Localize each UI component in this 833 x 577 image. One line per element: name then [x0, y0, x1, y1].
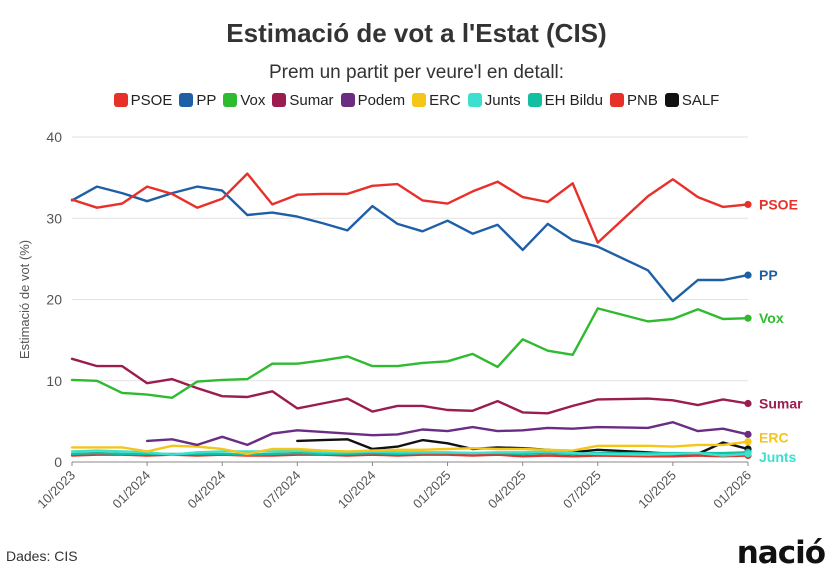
- legend-label: ERC: [429, 91, 461, 109]
- series-end-point-vox: [744, 314, 752, 322]
- legend-swatch: [113, 93, 128, 107]
- series-line-pp: [70, 185, 750, 303]
- chart-title: Estimació de vot a l'Estat (CIS): [226, 18, 607, 48]
- series-line-sumar: [70, 357, 750, 415]
- legend-label: PP: [196, 91, 217, 109]
- legend-item-salf[interactable]: SALF: [664, 91, 720, 109]
- end-label-psoe: PSOE: [759, 196, 798, 212]
- legend-item-sumar[interactable]: Sumar: [272, 91, 334, 109]
- end-label-sumar: Sumar: [759, 396, 803, 412]
- x-tick-label: 01/2025: [410, 468, 454, 512]
- series-line-podem: [145, 421, 750, 447]
- legend-item-podem[interactable]: Podem: [340, 91, 406, 109]
- y-tick-label: 10: [46, 373, 62, 389]
- series-end-point-erc: [744, 438, 752, 446]
- x-tick-label: 07/2025: [560, 468, 604, 512]
- legend-label: PNB: [626, 91, 658, 109]
- legend-swatch: [664, 93, 679, 107]
- legend-item-pnb[interactable]: PNB: [609, 91, 658, 109]
- legend-swatch: [467, 93, 482, 107]
- y-tick-label: 40: [46, 129, 62, 145]
- x-tick-label: 07/2024: [260, 468, 304, 512]
- chart-subtitle: Prem un partit per veure'l en detall:: [268, 62, 565, 83]
- source-note: Dades: CIS: [6, 548, 78, 564]
- legend-label: Podem: [357, 91, 406, 109]
- legend-item-junts[interactable]: Junts: [467, 91, 521, 109]
- legend-item-pp[interactable]: PP: [179, 92, 216, 109]
- series-line-vox: [70, 307, 750, 399]
- y-tick-label: 20: [46, 292, 62, 308]
- series-line-psoe: [70, 172, 750, 244]
- end-label-erc: ERC: [759, 430, 789, 446]
- legend-label: Vox: [240, 91, 266, 109]
- legend-swatch: [272, 93, 287, 107]
- legend-item-eh-bildu[interactable]: EH Bildu: [527, 91, 603, 109]
- series-end-point-pp: [744, 271, 752, 279]
- x-tick-label: 10/2025: [635, 468, 679, 512]
- legend-swatch: [179, 93, 194, 107]
- legend-swatch: [412, 93, 427, 107]
- legend-swatch: [340, 93, 355, 107]
- y-axis-title: Estimació de vot (%): [17, 240, 32, 359]
- legend-swatch: [223, 93, 238, 107]
- legend-swatch: [527, 93, 542, 107]
- x-tick-label: 10/2024: [335, 468, 379, 512]
- legend-label: Sumar: [289, 91, 334, 109]
- series-end-point-junts: [744, 450, 752, 458]
- legend-item-vox[interactable]: Vox: [223, 92, 265, 109]
- y-tick-label: 30: [46, 210, 62, 226]
- legend: PSOE PP Vox Sumar Podem ERC Junts EH Bildu PNB SA…: [0, 88, 833, 112]
- legend-swatch: [609, 93, 624, 107]
- series-line-erc: [70, 440, 750, 456]
- y-tick-label: 0: [54, 454, 62, 470]
- legend-label: SALF: [681, 91, 720, 109]
- x-tick-label: 01/2026: [710, 468, 754, 512]
- legend-label: EH Bildu: [544, 91, 603, 109]
- legend-label: Junts: [484, 91, 521, 109]
- x-tick-label: 01/2024: [109, 468, 153, 512]
- x-tick-label: 04/2025: [485, 468, 529, 512]
- series-end-point-sumar: [744, 399, 752, 408]
- legend-item-psoe[interactable]: PSOE: [113, 91, 173, 109]
- series-end-point-psoe: [744, 200, 752, 209]
- end-label-vox: Vox: [759, 310, 784, 326]
- end-label-junts: Junts: [759, 449, 797, 465]
- legend-item-erc[interactable]: ERC: [412, 92, 461, 109]
- x-tick-label: 04/2024: [185, 468, 229, 512]
- nacio-logo: nació: [736, 535, 826, 571]
- legend-label: PSOE: [130, 91, 173, 109]
- x-tick-label: 10/2023: [34, 468, 78, 512]
- end-label-pp: PP: [759, 267, 778, 283]
- series-line-junts: [70, 449, 750, 457]
- series-end-point-podem: [744, 430, 752, 438]
